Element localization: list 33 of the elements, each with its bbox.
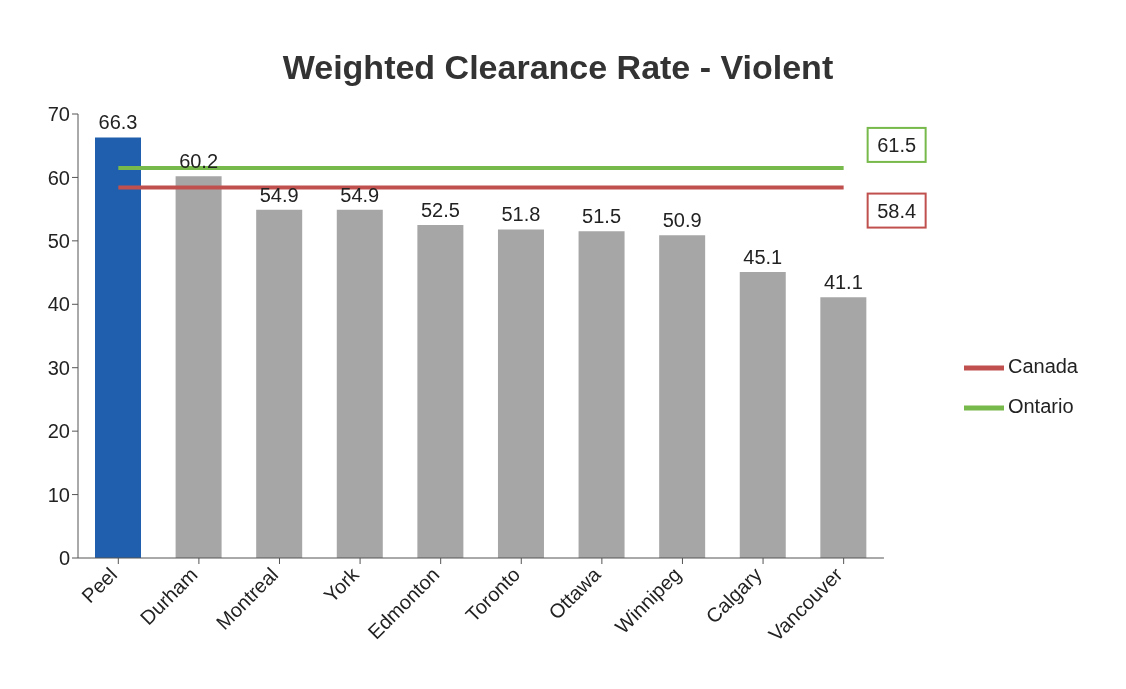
bar [578,231,625,558]
bar [659,235,706,558]
y-tick-label: 30 [47,356,70,379]
data-label: 41.1 [823,271,863,294]
bar [95,137,141,558]
data-label: 50.9 [662,209,702,232]
y-tick-label: 10 [47,483,70,506]
data-label: 51.8 [501,203,541,226]
y-tick-label: 50 [47,229,70,252]
bar [820,297,867,558]
y-tick-label: 70 [47,103,70,126]
chart-title: Weighted Clearance Rate - Violent [281,47,835,88]
y-tick-label: 40 [47,293,70,316]
y-tick-label: 60 [47,166,70,189]
bar [256,209,303,558]
bar [739,271,786,558]
x-tick-label: York [319,562,364,607]
data-label: 54.9 [340,183,380,206]
data-label: 45.1 [743,245,783,268]
data-label: 58.4 [877,199,917,222]
legend-label: Ontario [1007,395,1074,418]
bar [497,229,544,558]
y-tick-label: 20 [47,420,70,443]
bar [175,176,222,558]
legend-label: Canada [1007,355,1078,378]
data-label: 54.9 [259,183,299,206]
bar [336,209,383,558]
data-label: 51.5 [582,205,622,228]
bar [417,225,464,558]
data-label: 66.3 [98,111,138,134]
data-label: 52.5 [420,199,460,221]
data-label: 61.5 [877,133,917,156]
y-tick-label: 0 [58,547,70,570]
